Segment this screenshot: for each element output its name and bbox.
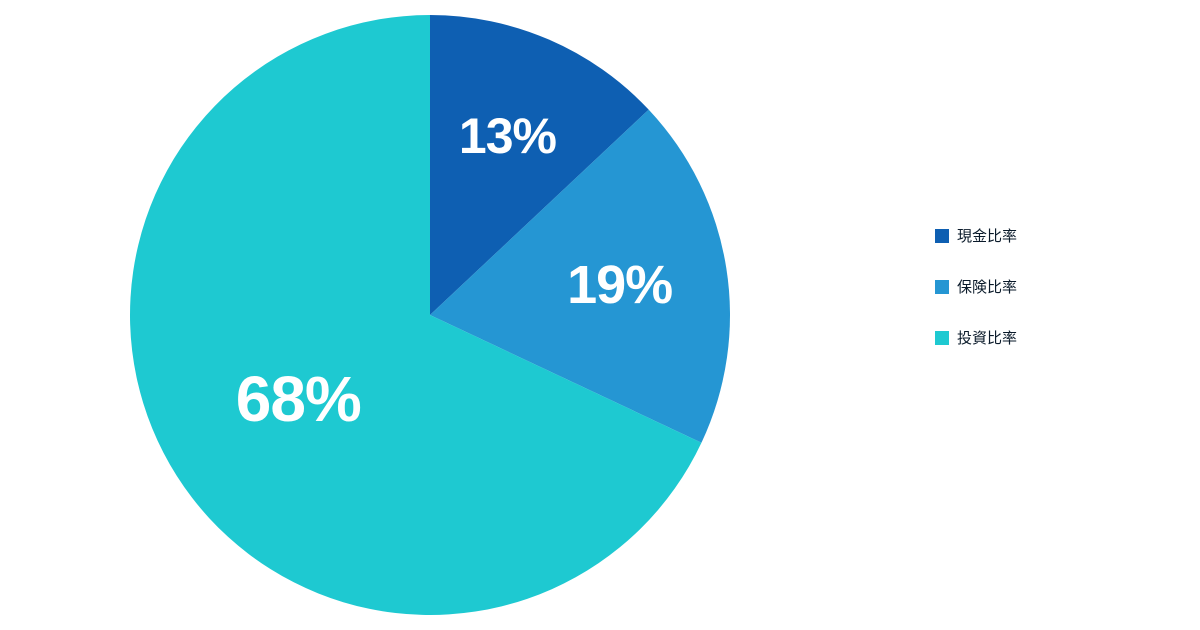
legend-label: 投資比率 bbox=[957, 327, 1017, 348]
legend-label: 保険比率 bbox=[957, 276, 1017, 297]
legend-swatch bbox=[935, 229, 949, 243]
legend: 現金比率 保険比率 投資比率 bbox=[935, 225, 1017, 348]
slice-label-investment: 68% bbox=[236, 362, 361, 436]
legend-label: 現金比率 bbox=[957, 225, 1017, 246]
legend-item: 投資比率 bbox=[935, 327, 1017, 348]
legend-item: 現金比率 bbox=[935, 225, 1017, 246]
slice-label-cash: 13% bbox=[459, 107, 556, 165]
legend-swatch bbox=[935, 280, 949, 294]
chart-container: 現金比率 保険比率 投資比率 13% 19% 68% bbox=[0, 0, 1200, 630]
legend-swatch bbox=[935, 331, 949, 345]
slice-label-insurance: 19% bbox=[567, 254, 672, 316]
legend-item: 保険比率 bbox=[935, 276, 1017, 297]
